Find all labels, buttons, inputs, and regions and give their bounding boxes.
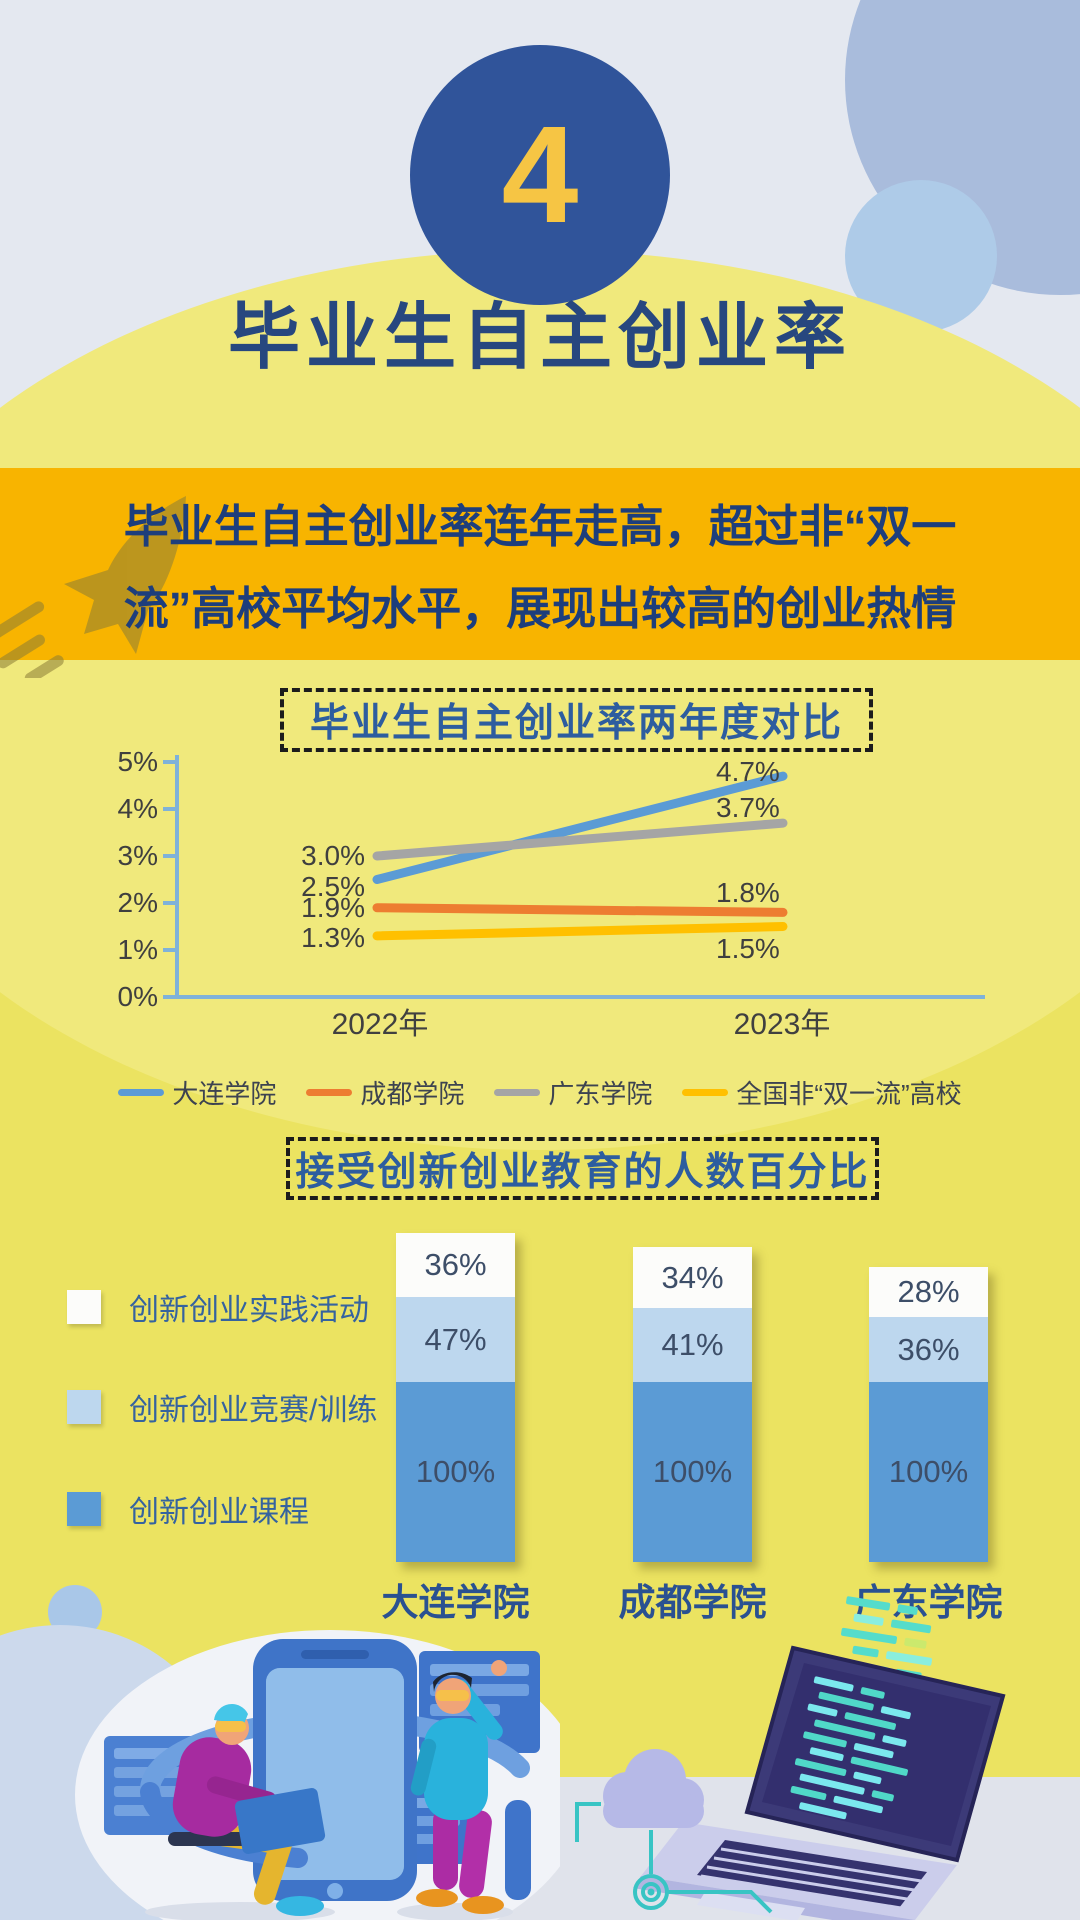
legend-item: 大连学院 — [118, 1074, 276, 1111]
bar-category-label: 成都学院 — [618, 1582, 767, 1623]
legend-swatch — [306, 1089, 353, 1096]
rocket-icon — [0, 496, 186, 678]
laptop-screen-icon — [744, 1645, 1006, 1863]
laptop-code-illustration — [575, 1596, 1006, 1920]
bar-segment-value: 28% — [897, 1273, 960, 1309]
bar-legend-item: 创新创业竞赛/训练 — [67, 1385, 377, 1429]
bar-segment-value: 100% — [652, 1453, 733, 1489]
legend-label: 广东学院 — [548, 1079, 653, 1109]
bar-segment: 36% — [869, 1317, 988, 1382]
legend-item: 全国非“双一流”高校 — [682, 1074, 962, 1111]
y-tick-label: 3% — [117, 840, 158, 871]
laptop-keyboard-icon — [633, 1822, 957, 1920]
bar-legend-label: 创新创业课程 — [129, 1496, 309, 1529]
data-point-label: 4.7% — [716, 756, 780, 787]
line-chart-title: 毕业生自主创业率两年度对比 — [309, 702, 843, 745]
bar-segment: 100% — [396, 1381, 515, 1562]
bar-segment: 34% — [633, 1247, 752, 1309]
y-tick-label: 0% — [117, 981, 158, 1012]
bar-segment: 100% — [869, 1381, 988, 1562]
line-chart-title-box: 毕业生自主创业率两年度对比 — [280, 688, 873, 752]
bar-segment-value: 36% — [897, 1331, 960, 1367]
stacked-bar: 36% 47% 100% — [396, 1232, 515, 1562]
section-number-badge: 4 — [410, 45, 670, 305]
bar-segment-value: 100% — [415, 1453, 496, 1489]
data-point-label: 3.0% — [301, 840, 365, 871]
bar-chart-title-box: 接受创新创业教育的人数百分比 — [286, 1137, 879, 1200]
data-point-label: 1.9% — [301, 892, 365, 923]
bar-chart-title: 接受创新创业教育的人数百分比 — [295, 1150, 870, 1194]
banner-text-line2: 流”高校平均水平，展现出较高的创业热情 — [123, 583, 957, 634]
line-series — [372, 771, 788, 884]
banner-text-line1: 毕业生自主创业率连年走高，超过非“双一 — [123, 501, 957, 552]
bar-legend-item: 创新创业实践活动 — [67, 1285, 369, 1329]
bar-legend-item: 创新创业课程 — [67, 1487, 309, 1531]
bar-legend-swatch — [67, 1390, 101, 1424]
bar-category-label: 大连学院 — [381, 1582, 530, 1623]
stacked-bar-chart: 36% 47% 100% 大连学院 34% 41% 100% 成都学院 28% 36% 100% 广东… — [0, 1220, 1080, 1630]
summary-banner: 毕业生自主创业率连年走高，超过非“双一 流”高校平均水平，展现出较高的创业热情 — [0, 468, 1080, 678]
line-series — [372, 903, 788, 917]
y-tick-label: 5% — [117, 746, 158, 777]
page-title: 毕业生自主创业率 — [227, 298, 852, 378]
bar-legend-label: 创新创业实践活动 — [129, 1294, 369, 1327]
legend-item: 成都学院 — [306, 1074, 464, 1111]
line-chart: 5% 4% 3% 2% 1% 0% 2.5% 4.7% 1.9% 1.8% 3.0% 3.7% 1.3%… — [0, 740, 1080, 1110]
data-point-label: 3.7% — [716, 792, 780, 823]
data-point-label: 1.5% — [716, 933, 780, 964]
sitting-person-illustration — [145, 1704, 335, 1920]
legend-label: 成都学院 — [360, 1079, 465, 1109]
y-tick-label: 1% — [117, 934, 158, 965]
bar-segment: 41% — [633, 1308, 752, 1382]
bar-segment-value: 41% — [661, 1327, 724, 1363]
bar-segment: 100% — [633, 1381, 752, 1562]
cloud-icon — [575, 1749, 773, 1914]
y-tick-label: 4% — [117, 793, 158, 824]
stacked-bar: 28% 36% 100% — [869, 1266, 988, 1562]
bar-segment: 36% — [396, 1232, 515, 1298]
y-tick-label: 2% — [117, 887, 158, 918]
bar-segment-value: 36% — [424, 1246, 487, 1282]
bar-segment: 28% — [869, 1266, 988, 1318]
bar-chart-legend: 创新创业实践活动 创新创业竞赛/训练 创新创业课程 — [0, 1280, 480, 1540]
legend-swatch — [682, 1089, 729, 1096]
data-point-label: 1.3% — [301, 922, 365, 953]
line-chart-canvas — [163, 755, 985, 999]
bar-segment-value: 47% — [424, 1321, 487, 1357]
bar-segment-value: 34% — [661, 1259, 724, 1295]
bar-legend-swatch — [67, 1492, 101, 1526]
bar-legend-swatch — [67, 1290, 101, 1324]
legend-swatch — [118, 1089, 165, 1096]
line-series — [372, 818, 788, 861]
bar-segment-value: 100% — [888, 1453, 969, 1489]
legend-label: 大连学院 — [172, 1079, 277, 1109]
legend-item: 广东学院 — [494, 1074, 652, 1111]
x-tick-label: 2023年 — [733, 1008, 831, 1041]
line-chart-legend: 大连学院 成都学院 广东学院 全国非“双一流”高校 — [0, 1074, 1080, 1111]
data-point-label: 1.8% — [716, 877, 780, 908]
bar-segment: 47% — [396, 1297, 515, 1382]
legend-swatch — [494, 1089, 541, 1096]
yellow-dome-background — [0, 250, 1080, 1150]
vr-people-illustration — [0, 1585, 560, 1920]
section-number: 4 — [501, 98, 579, 252]
standing-person-illustration — [397, 1660, 513, 1920]
stacked-bar: 34% 41% 100% — [633, 1247, 752, 1562]
line-series — [372, 922, 788, 941]
legend-label: 全国非“双一流”高校 — [736, 1079, 962, 1109]
bar-legend-label: 创新创业竞赛/训练 — [129, 1394, 378, 1427]
data-point-label: 2.5% — [301, 871, 365, 902]
x-tick-label: 2022年 — [331, 1008, 429, 1041]
